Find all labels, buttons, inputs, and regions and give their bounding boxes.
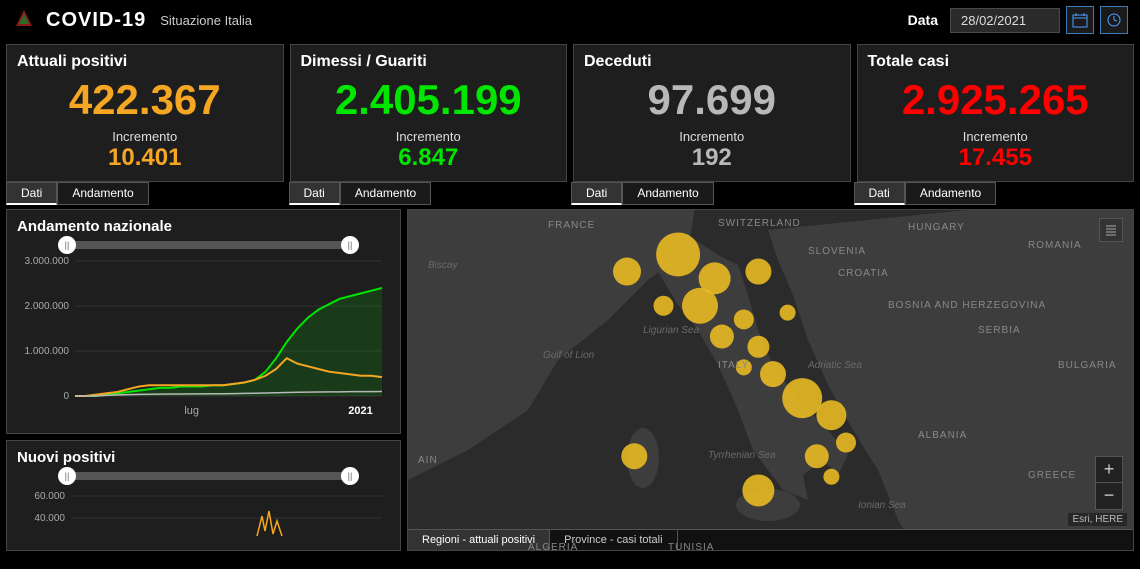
card-title: Dimessi / Guariti [301, 53, 557, 71]
svg-text:2021: 2021 [348, 405, 372, 417]
slider-thumb-right-2[interactable]: || [341, 467, 359, 485]
card-value: 97.699 [584, 79, 840, 121]
svg-text:0: 0 [63, 391, 69, 402]
tab-dati[interactable]: Dati [854, 182, 905, 205]
country-label: GREECE [1028, 470, 1076, 481]
card-title: Deceduti [584, 53, 840, 71]
logo-icon [12, 8, 36, 32]
country-label: AIN [418, 455, 438, 466]
svg-text:3.000.000: 3.000.000 [25, 256, 70, 267]
card-tabrow-1: Dati Andamento [289, 182, 570, 205]
card-tabrow-3: Dati Andamento [854, 182, 1135, 205]
map-panel[interactable]: + − Esri, HERE Regioni - attuali positiv… [407, 209, 1134, 551]
stat-card-1: Dimessi / Guariti 2.405.199 Incremento 6… [290, 44, 568, 182]
tab-andamento[interactable]: Andamento [340, 182, 431, 205]
time-slider[interactable]: || || [67, 241, 350, 249]
svg-text:1.000.000: 1.000.000 [25, 346, 70, 357]
card-tabrow-0: Dati Andamento [6, 182, 287, 205]
tab-andamento[interactable]: Andamento [57, 182, 148, 205]
card-value: 422.367 [17, 79, 273, 121]
tab-dati[interactable]: Dati [289, 182, 340, 205]
national-trend-panel: Andamento nazionale || || 3.000.000 2.000… [6, 209, 401, 434]
card-inc-value: 17.455 [868, 144, 1124, 173]
tab-andamento[interactable]: Andamento [905, 182, 996, 205]
slider-thumb-right[interactable]: || [341, 236, 359, 254]
stat-card-2: Deceduti 97.699 Incremento 192 [573, 44, 851, 182]
country-label: SWITZERLAND [718, 218, 801, 229]
svg-text:lug: lug [184, 405, 199, 417]
card-inc-label: Incremento [584, 129, 840, 144]
charts-column: Andamento nazionale || || 3.000.000 2.000… [6, 209, 401, 551]
tab-andamento[interactable]: Andamento [622, 182, 713, 205]
national-trend-title: Andamento nazionale [17, 218, 390, 235]
stat-cards: Attuali positivi 422.367 Incremento 10.4… [0, 40, 1140, 182]
national-chart-svg: 3.000.000 2.000.000 1.000.000 0 lug 2021 [17, 255, 392, 420]
sea-label: Gulf of Lion [543, 350, 594, 361]
country-label: ALBANIA [918, 430, 967, 441]
country-label: BULGARIA [1058, 360, 1117, 371]
calendar-icon [1072, 12, 1088, 28]
map-zoom-controls: + − [1095, 456, 1123, 510]
date-label: Data [908, 12, 938, 28]
svg-text:40.000: 40.000 [34, 513, 65, 524]
card-value: 2.405.199 [301, 79, 557, 121]
layers-icon [1104, 223, 1118, 237]
map-svg [408, 210, 1134, 551]
page-subtitle: Situazione Italia [160, 13, 252, 28]
map-attribution: Esri, HERE [1068, 513, 1127, 526]
slider-thumb-left[interactable]: || [58, 236, 76, 254]
new-positives-panel: Nuovi positivi || || 60.000 40.000 [6, 440, 401, 551]
sea-label: Ligurian Sea [643, 325, 699, 336]
country-label: SERBIA [978, 325, 1021, 336]
card-inc-label: Incremento [301, 129, 557, 144]
svg-text:60.000: 60.000 [34, 491, 65, 502]
country-label: FRANCE [548, 220, 595, 231]
country-label: SLOVENIA [808, 246, 866, 257]
card-title: Attuali positivi [17, 53, 273, 71]
sea-label: Tyrrhenian Sea [708, 450, 776, 461]
country-label: CROATIA [838, 268, 889, 279]
calendar-button[interactable] [1066, 6, 1094, 34]
nuovi-chart-svg: 60.000 40.000 [17, 486, 392, 546]
card-inc-label: Incremento [868, 129, 1124, 144]
country-label: ROMANIA [1028, 240, 1082, 251]
clock-icon [1106, 12, 1122, 28]
header: COVID-19 Situazione Italia Data 28/02/20… [0, 0, 1140, 40]
sea-label: Biscay [428, 260, 457, 271]
country-label: BOSNIA AND HERZEGOVINA [888, 300, 1046, 311]
card-inc-value: 6.847 [301, 144, 557, 173]
map-layers-button[interactable] [1099, 218, 1123, 242]
country-label: HUNGARY [908, 222, 965, 233]
sea-label: Adriatic Sea [808, 360, 862, 371]
date-input[interactable]: 28/02/2021 [950, 8, 1060, 33]
header-right: Data 28/02/2021 [908, 6, 1128, 34]
zoom-in-button[interactable]: + [1096, 457, 1122, 483]
card-inc-label: Incremento [17, 129, 273, 144]
country-label: ALGERIA [528, 542, 578, 551]
card-inc-value: 192 [584, 144, 840, 173]
lower-section: Andamento nazionale || || 3.000.000 2.000… [0, 209, 1140, 551]
country-label: ITALY [718, 360, 749, 371]
sea-label: Ionian Sea [858, 500, 906, 511]
header-left: COVID-19 Situazione Italia [12, 8, 252, 32]
card-title: Totale casi [868, 53, 1124, 71]
zoom-out-button[interactable]: − [1096, 483, 1122, 509]
clock-button[interactable] [1100, 6, 1128, 34]
card-tabs-row: Dati AndamentoDati AndamentoDati Andamen… [0, 182, 1140, 209]
stat-card-3: Totale casi 2.925.265 Incremento 17.455 [857, 44, 1135, 182]
time-slider-2[interactable]: || || [67, 472, 350, 480]
svg-text:2.000.000: 2.000.000 [25, 301, 70, 312]
national-chart: 3.000.000 2.000.000 1.000.000 0 lug 2021 [17, 255, 390, 425]
map-tabs: Regioni - attuali positiviProvince - cas… [408, 529, 1133, 550]
card-value: 2.925.265 [868, 79, 1124, 121]
card-inc-value: 10.401 [17, 144, 273, 173]
card-tabrow-2: Dati Andamento [571, 182, 852, 205]
new-positives-title: Nuovi positivi [17, 449, 390, 466]
tab-dati[interactable]: Dati [571, 182, 622, 205]
stat-card-0: Attuali positivi 422.367 Incremento 10.4… [6, 44, 284, 182]
page-title: COVID-19 [46, 9, 146, 32]
country-label: TUNISIA [668, 542, 714, 551]
tab-dati[interactable]: Dati [6, 182, 57, 205]
slider-thumb-left-2[interactable]: || [58, 467, 76, 485]
